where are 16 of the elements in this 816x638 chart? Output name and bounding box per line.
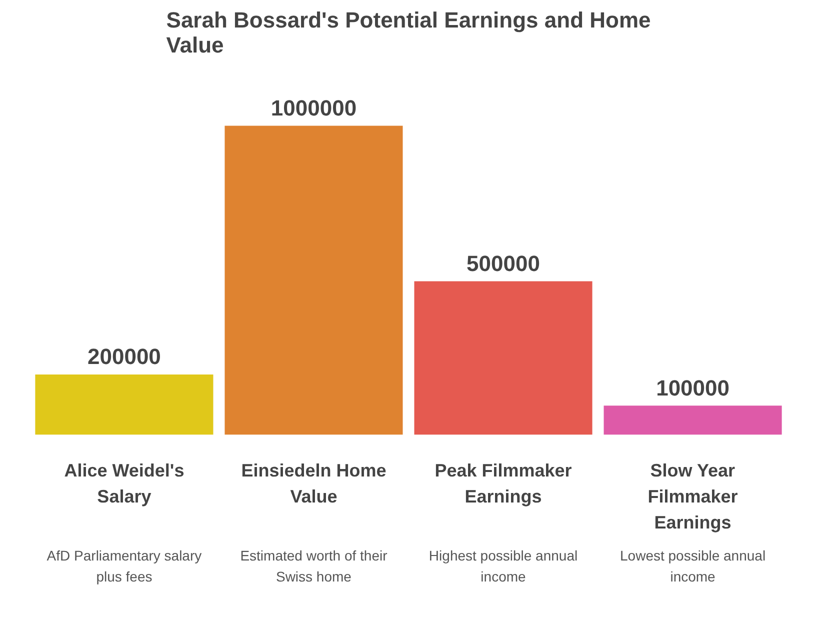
x-tick-label: Peak Filmmaker Earnings <box>434 460 572 507</box>
text: Estimated worth of their Swiss home <box>240 548 388 584</box>
data-label: 100000 <box>656 375 730 400</box>
data-label: 200000 <box>88 344 161 370</box>
bar <box>602 404 784 437</box>
chart-title: Sarah Bossard's Potential Earnings and Home Value <box>166 8 651 58</box>
x-tick-label: Einsiedeln Home Value <box>241 460 386 507</box>
data-label: 1000000 <box>270 95 357 120</box>
x-tick-label: Alice Weidel's Salary <box>64 460 184 507</box>
bar <box>412 279 594 437</box>
x-tick-label: Slow Year Filmmaker Earnings <box>648 460 738 533</box>
text: Highest possible annual income <box>428 548 578 584</box>
bar <box>222 124 405 437</box>
text: Lowest possible annual income <box>620 548 766 584</box>
text: AfD Parliamentary salary plus fees <box>46 548 202 584</box>
data-label: 500000 <box>466 250 540 276</box>
